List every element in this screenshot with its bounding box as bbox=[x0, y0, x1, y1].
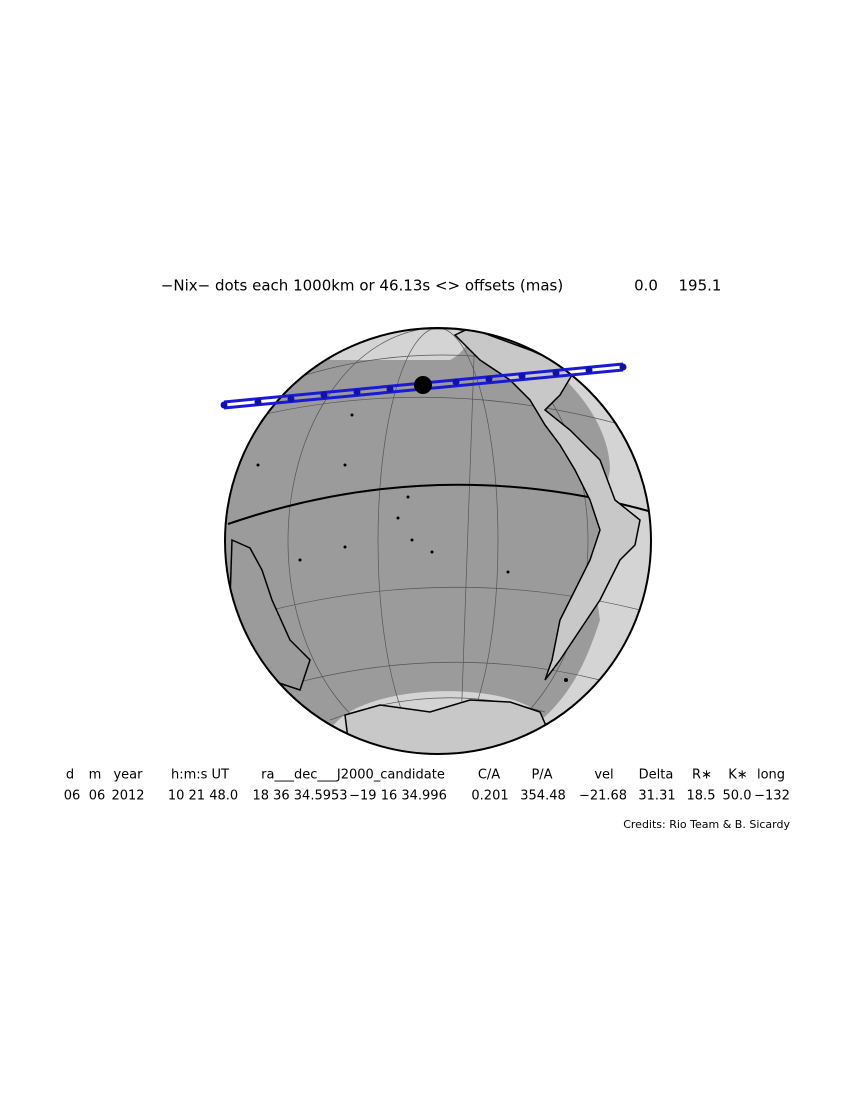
islands bbox=[256, 413, 568, 682]
column-header: R∗ bbox=[692, 768, 712, 783]
table-cell: 10 21 48.0 bbox=[168, 789, 238, 804]
offset-y: 195.1 bbox=[679, 277, 722, 295]
table-cell: 354.48 bbox=[520, 789, 566, 804]
column-header: long bbox=[757, 768, 785, 783]
table-cell: 50.0 bbox=[723, 789, 752, 804]
table-cell: 31.31 bbox=[638, 789, 675, 804]
column-header: year bbox=[113, 768, 143, 783]
table-cell: 18.5 bbox=[687, 789, 716, 804]
column-header: vel bbox=[594, 768, 613, 783]
column-header: ra___dec___J2000_candidate bbox=[261, 768, 445, 783]
column-header: C/A bbox=[478, 768, 500, 783]
shadow-track bbox=[220, 362, 627, 410]
table-cell: 0.201 bbox=[471, 789, 508, 804]
column-header: d bbox=[66, 768, 74, 783]
table-cell: 06 bbox=[64, 789, 81, 804]
continents bbox=[229, 328, 641, 754]
column-header: K∗ bbox=[728, 768, 747, 783]
column-header: P/A bbox=[531, 768, 552, 783]
column-header: Delta bbox=[639, 768, 674, 783]
column-header: h:m:s UT bbox=[171, 768, 229, 783]
table-cell: 2012 bbox=[111, 789, 144, 804]
globe-outline bbox=[224, 327, 652, 755]
table-cell: −19 16 34.996 bbox=[349, 789, 447, 804]
night-side bbox=[225, 328, 651, 754]
table-cell: 18 36 34.5953 bbox=[252, 789, 347, 804]
table-cell: −132 bbox=[754, 789, 790, 804]
offset-x: 0.0 bbox=[634, 277, 658, 295]
table-cell: 06 bbox=[89, 789, 106, 804]
column-header: m bbox=[89, 768, 102, 783]
day-side-top bbox=[330, 330, 470, 360]
map-title: −Nix− dots each 1000km or 46.13s <> offs… bbox=[161, 277, 563, 295]
closest-approach bbox=[414, 376, 432, 394]
credits: Credits: Rio Team & B. Sicardy bbox=[623, 818, 790, 831]
table-cell: −21.68 bbox=[579, 789, 627, 804]
